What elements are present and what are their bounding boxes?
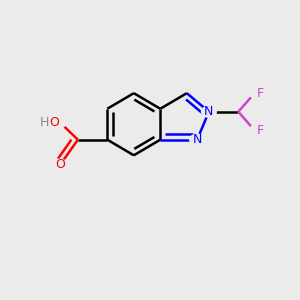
Ellipse shape	[249, 87, 265, 99]
Text: N: N	[204, 105, 214, 118]
Text: O: O	[49, 116, 59, 129]
Text: H: H	[40, 116, 49, 129]
Ellipse shape	[52, 158, 68, 171]
Ellipse shape	[43, 117, 55, 128]
Ellipse shape	[201, 106, 217, 118]
Text: F: F	[257, 124, 264, 137]
Text: F: F	[257, 87, 264, 100]
Text: O: O	[55, 158, 65, 171]
Text: N: N	[192, 133, 202, 146]
Ellipse shape	[41, 116, 57, 129]
Ellipse shape	[189, 134, 205, 146]
Ellipse shape	[51, 116, 67, 129]
Ellipse shape	[249, 124, 265, 136]
